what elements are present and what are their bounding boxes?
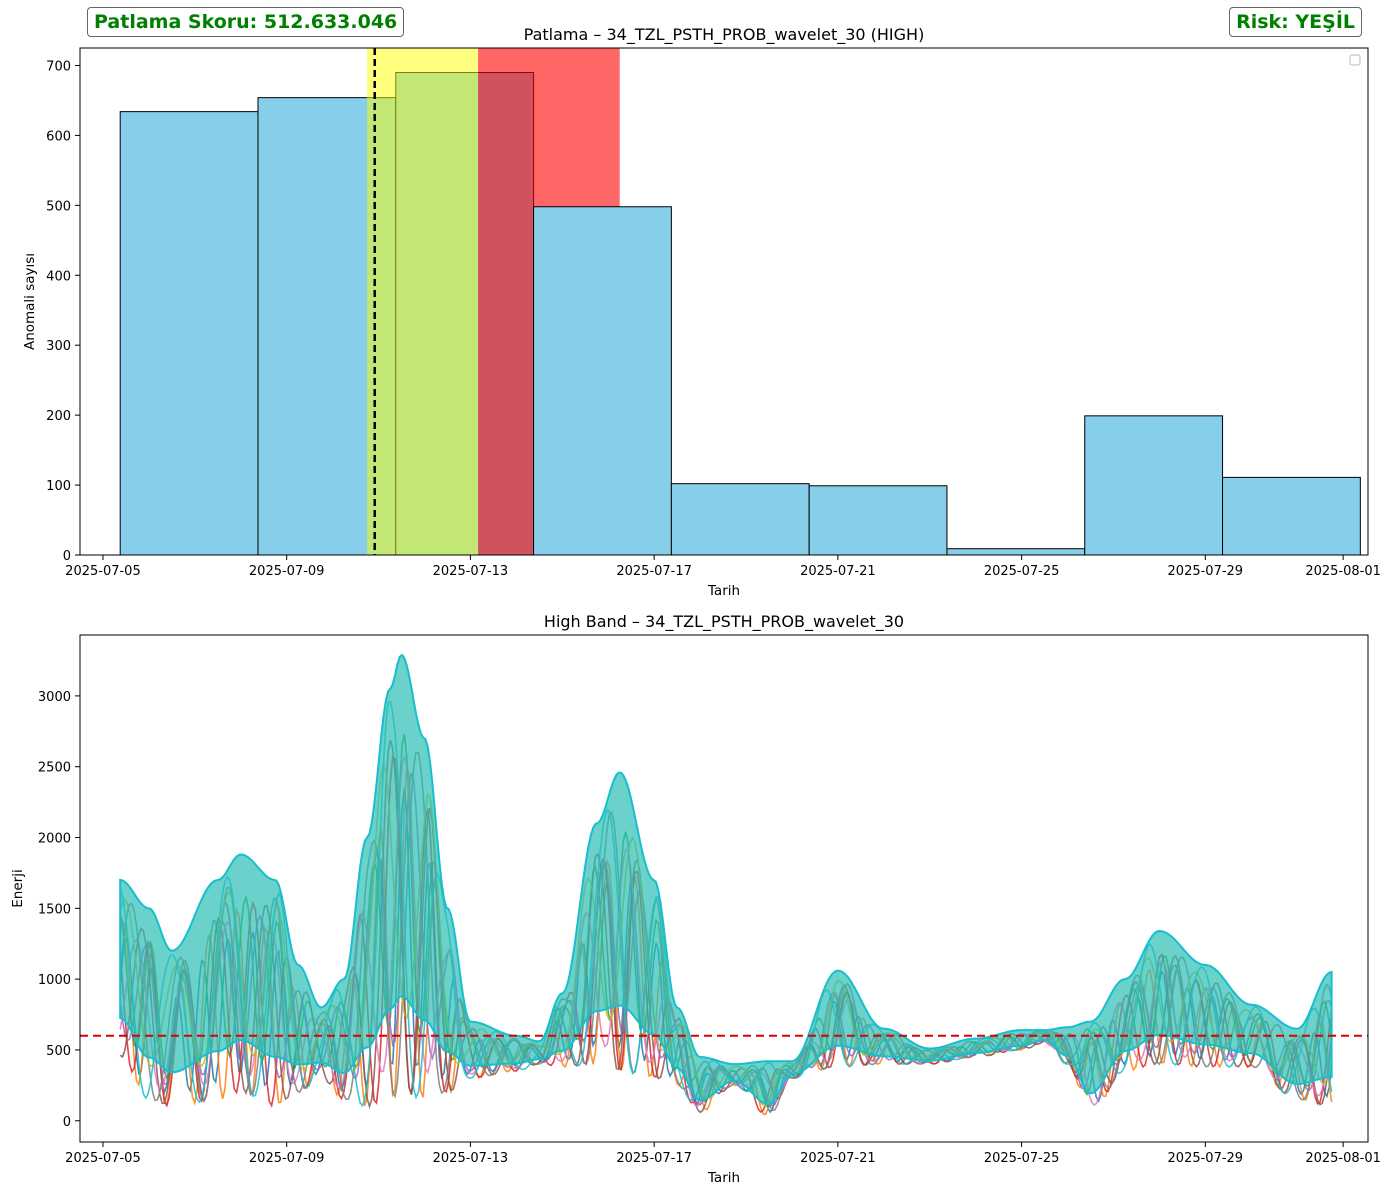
legend-box [1349,54,1361,66]
chart-title: High Band – 34_TZL_PSTH_PROB_wavelet_30 [544,612,904,632]
series-group [119,653,1333,1116]
y-tick-label: 3000 [38,690,71,705]
y-tick-label: 700 [46,59,71,74]
y-tick-label: 2500 [38,761,71,776]
y-tick-label: 300 [46,339,71,354]
y-tick-label: 600 [46,129,71,144]
x-tick-label: 2025-07-09 [249,1151,325,1166]
energy-envelope-area [119,653,1333,1106]
x-tick-label: 2025-07-21 [800,1151,876,1166]
x-tick-label: 2025-07-17 [616,1151,692,1166]
y-tick-label: 1000 [38,973,71,988]
x-tick-label: 2025-07-29 [1168,1151,1244,1166]
histogram-bar [670,483,810,556]
x-tick-label: 2025-07-25 [984,564,1060,579]
x-axis-label: Tarih [707,583,740,599]
histogram-bar [946,548,1086,556]
histogram-bar [1084,415,1224,556]
x-tick-label: 2025-07-09 [249,564,325,579]
y-axis-label: Enerji [10,869,26,907]
y-tick-label: 200 [46,409,71,424]
y-tick-label: 2000 [38,832,71,847]
y-tick-label: 1500 [38,902,71,917]
x-tick-label: 2025-07-05 [65,1151,141,1166]
score-badge: Patlama Skoru: 512.633.046 [87,7,405,37]
x-axis-label: Tarih [707,1170,740,1186]
y-tick-label: 0 [63,1115,71,1130]
axes-frame [79,47,1369,556]
histogram-bar [1222,476,1361,556]
y-tick-label: 0 [63,549,71,564]
x-tick-label: 2025-07-13 [433,564,509,579]
histogram-chart: 2025-07-05 2025-07-09 2025-07-13 2025-07-17… [22,25,1381,599]
x-tick-label: 2025-08-01 [1305,1151,1381,1166]
x-tick-label: 2025-07-05 [65,564,141,579]
x-tick-label: 2025-07-29 [1168,564,1244,579]
histogram-bar [533,206,672,556]
x-tick-label: 2025-07-13 [433,1151,509,1166]
risk-badge: Risk: YEŞİL [1229,7,1362,37]
y-tick-label: 100 [46,479,71,494]
y-tick-label: 400 [46,269,71,284]
x-tick-label: 2025-08-01 [1305,564,1381,579]
chart-title: Patlama – 34_TZL_PSTH_PROB_wavelet_30 (H… [524,25,925,45]
x-tick-label: 2025-07-25 [984,1151,1060,1166]
y-tick-label: 500 [46,199,71,214]
histogram-bar [119,111,259,556]
x-tick-label: 2025-07-21 [800,564,876,579]
high-band-chart: 2025-07-05 2025-07-09 2025-07-13 2025-07-17… [10,612,1381,1186]
y-axis-label: Anomali sayısı [22,253,38,350]
x-tick-label: 2025-07-17 [616,564,692,579]
axes-frame [79,634,1369,1143]
y-tick-label: 500 [46,1044,71,1059]
histogram-bar [808,485,948,556]
yellow-band [367,48,479,555]
